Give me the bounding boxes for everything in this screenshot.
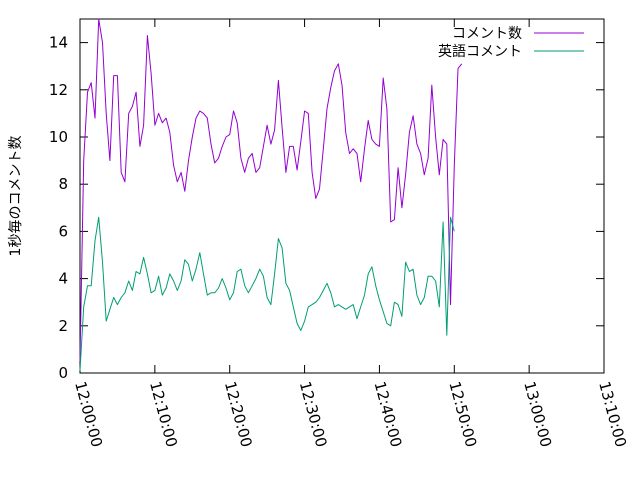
y-axis-label: 1秒毎のコメント数 xyxy=(8,136,24,257)
legend-label: 英語コメント xyxy=(438,43,522,60)
y-tick-label: 8 xyxy=(58,175,68,193)
series-line-1 xyxy=(79,216,455,371)
x-tick-label: 13:00:00 xyxy=(520,379,555,449)
x-tick-label: 12:10:00 xyxy=(146,379,181,449)
x-tick-label: 12:40:00 xyxy=(371,379,406,449)
y-tick-label: 12 xyxy=(49,81,68,99)
y-tick-label: 6 xyxy=(58,222,68,240)
series-line-0 xyxy=(79,18,463,362)
y-tick-label: 10 xyxy=(49,128,68,146)
y-tick-label: 0 xyxy=(58,364,68,382)
y-tick-label: 2 xyxy=(58,317,68,335)
x-tick-label: 12:30:00 xyxy=(296,379,331,449)
x-axis-ticks: 12:00:00 12:10:00 12:20:00 12:30:00 12:40:00… xyxy=(71,19,630,449)
x-tick-label: 12:00:00 xyxy=(71,379,106,449)
y-axis-ticks: 0 2 4 6 8 10 12 14 xyxy=(49,34,604,382)
x-tick-label: 12:20:00 xyxy=(221,379,256,449)
y-tick-label: 14 xyxy=(49,34,68,52)
series-lines xyxy=(79,18,463,371)
y-tick-label: 4 xyxy=(58,270,68,288)
legend-label: コメント数 xyxy=(452,26,522,42)
x-tick-label: 13:10:00 xyxy=(595,379,630,449)
x-tick-label: 12:50:00 xyxy=(445,379,480,449)
plot-frame xyxy=(79,18,605,374)
